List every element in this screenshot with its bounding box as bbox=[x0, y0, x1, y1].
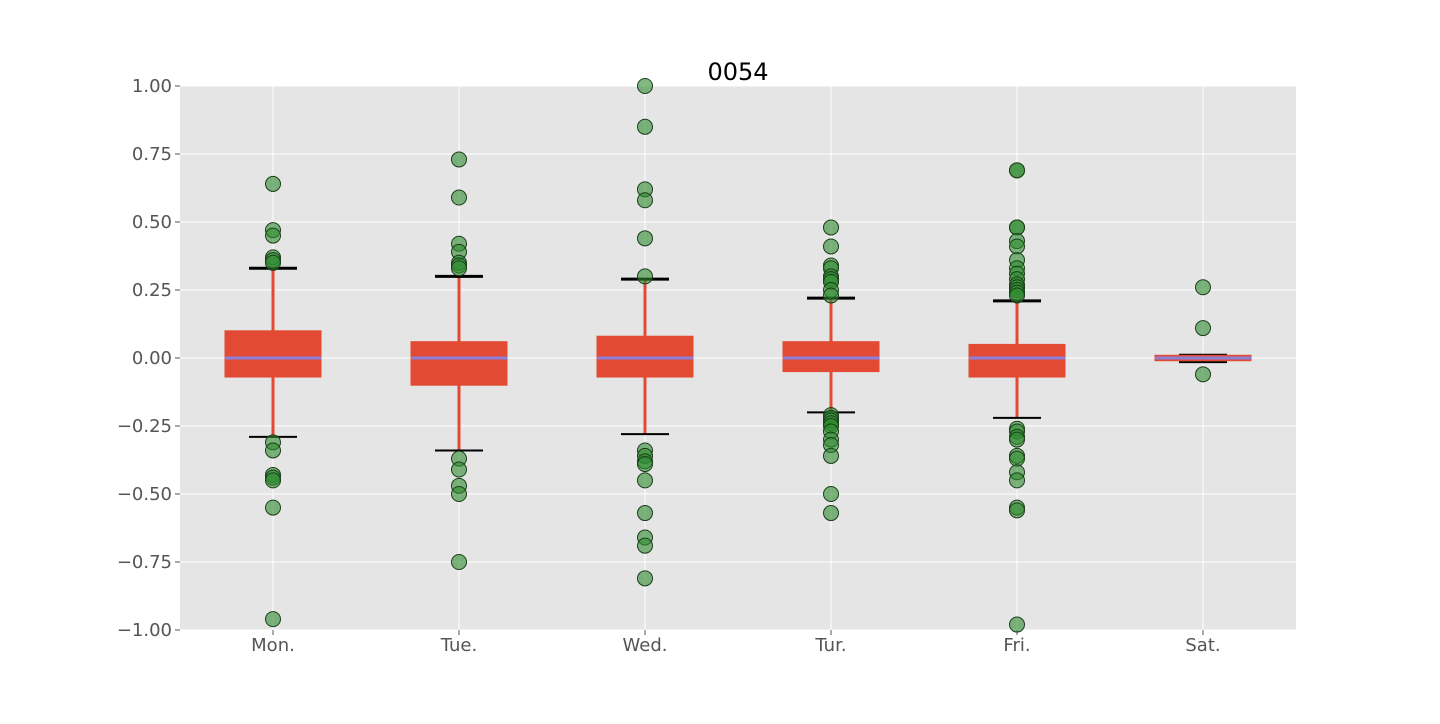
outlier-point bbox=[1009, 287, 1025, 304]
outlier-point bbox=[637, 570, 653, 587]
box-mon bbox=[224, 266, 322, 438]
outlier-point bbox=[265, 254, 281, 271]
outlier-point bbox=[451, 260, 467, 277]
chart-title: 0054 bbox=[707, 58, 768, 86]
outlier-point bbox=[637, 505, 653, 522]
outlier-point bbox=[823, 287, 839, 304]
x-tick-label: Wed. bbox=[623, 635, 668, 656]
boxes bbox=[224, 266, 1252, 452]
outlier-point bbox=[637, 192, 653, 209]
y-tick-label: −0.50 bbox=[117, 484, 172, 505]
outlier-point bbox=[265, 227, 281, 244]
outlier-point bbox=[1009, 472, 1025, 489]
x-tick-label: Fri. bbox=[1003, 635, 1030, 656]
y-tick-label: 0.75 bbox=[132, 144, 172, 165]
outliers bbox=[265, 78, 1211, 633]
box-body bbox=[224, 330, 322, 378]
outlier-point bbox=[637, 456, 653, 473]
outlier-point bbox=[637, 268, 653, 285]
y-tick-label: 0.50 bbox=[132, 212, 172, 233]
outlier-point bbox=[823, 238, 839, 255]
outlier-point bbox=[451, 461, 467, 478]
box-tur bbox=[782, 296, 880, 414]
outlier-point bbox=[823, 486, 839, 502]
outlier-point bbox=[1009, 450, 1025, 467]
outlier-point bbox=[637, 118, 653, 135]
outlier-point bbox=[1195, 279, 1211, 296]
outlier-point bbox=[637, 230, 653, 247]
outlier-point bbox=[265, 472, 281, 489]
outlier-point bbox=[265, 442, 281, 459]
outlier-point bbox=[451, 486, 467, 502]
box-body bbox=[410, 341, 508, 386]
outlier-point bbox=[637, 537, 653, 554]
box-body bbox=[968, 343, 1066, 378]
outlier-point bbox=[265, 175, 281, 192]
outlier-point bbox=[451, 189, 467, 206]
outlier-point bbox=[637, 472, 653, 489]
x-tick-label: Tur. bbox=[814, 635, 846, 656]
outlier-point bbox=[1009, 238, 1025, 255]
outlier-point bbox=[1195, 366, 1211, 383]
axes: 1.00 0.75 0.50 0.25 0.00 −0.25 −0.50 −0.75 −1.00… bbox=[117, 76, 1221, 656]
x-tick-label: Sat. bbox=[1185, 635, 1220, 656]
y-tick-label: −1.00 bbox=[117, 620, 172, 641]
box-fri bbox=[968, 299, 1066, 419]
box-sat bbox=[1154, 353, 1252, 364]
outlier-point bbox=[265, 611, 281, 628]
box-tue bbox=[410, 274, 508, 452]
outlier-point bbox=[1009, 162, 1025, 179]
outlier-point bbox=[823, 447, 839, 464]
y-tick-label: −0.25 bbox=[117, 416, 172, 437]
y-tick-label: 1.00 bbox=[132, 76, 172, 97]
outlier-point bbox=[823, 219, 839, 236]
outlier-point bbox=[451, 554, 467, 570]
outlier-point bbox=[823, 505, 839, 522]
outlier-point bbox=[1009, 219, 1025, 236]
y-tick-label: 0.25 bbox=[132, 280, 172, 301]
y-tick-label: −0.75 bbox=[117, 552, 172, 573]
box-wed bbox=[596, 277, 694, 436]
outlier-point bbox=[1009, 502, 1025, 519]
outlier-point bbox=[637, 78, 653, 94]
x-tick-label: Mon. bbox=[251, 635, 295, 656]
outlier-point bbox=[1009, 616, 1025, 633]
y-tick-label: 0.00 bbox=[132, 348, 172, 369]
outlier-point bbox=[1009, 431, 1025, 448]
outlier-point bbox=[265, 499, 281, 516]
outlier-point bbox=[451, 151, 467, 168]
x-tick-label: Tue. bbox=[440, 635, 477, 656]
outlier-point bbox=[1195, 320, 1211, 337]
